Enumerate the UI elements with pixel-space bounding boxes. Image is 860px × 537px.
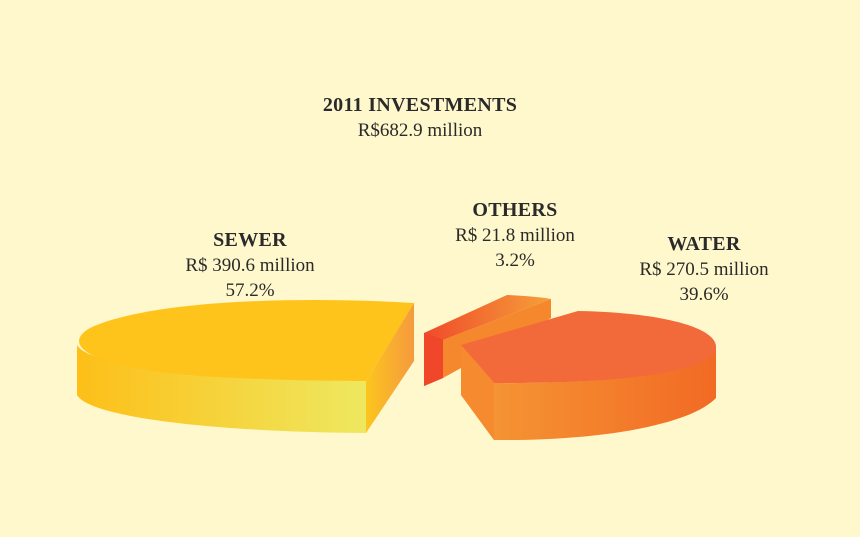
slice-label-amount: R$ 390.6 million [185, 255, 315, 276]
slice-label-percent: 57.2% [225, 280, 275, 301]
slice-label-amount: R$ 21.8 million [455, 225, 575, 246]
chart-title-block: 2011 INVESTMENTS R$682.9 million [230, 93, 610, 143]
slice-label-others: OTHERS R$ 21.8 million 3.2% [415, 198, 615, 273]
slice-label-water: WATER R$ 270.5 million 39.6% [604, 232, 804, 307]
slice-water-side [461, 345, 716, 441]
slice-label-percent: 3.2% [495, 250, 535, 271]
chart-title: 2011 INVESTMENTS [322, 94, 518, 116]
slice-label-sewer: SEWER R$ 390.6 million 57.2% [150, 228, 350, 303]
slice-label-name: WATER [667, 233, 741, 255]
slice-water [461, 311, 716, 441]
slice-label-percent: 39.6% [679, 284, 729, 305]
slice-water-top [461, 311, 716, 384]
slice-sewer-top [79, 299, 415, 381]
slice-label-name: SEWER [213, 229, 287, 251]
slice-others-shade [424, 333, 443, 386]
slice-sewer-cut [366, 303, 414, 433]
slice-label-amount: R$ 270.5 million [639, 259, 769, 280]
chart-subtitle: R$682.9 million [357, 120, 483, 141]
slice-others-top [424, 295, 551, 340]
slice-water-cut [461, 345, 494, 440]
slice-sewer [77, 299, 415, 433]
slice-sewer-side [77, 345, 366, 433]
slice-label-name: OTHERS [472, 199, 558, 221]
